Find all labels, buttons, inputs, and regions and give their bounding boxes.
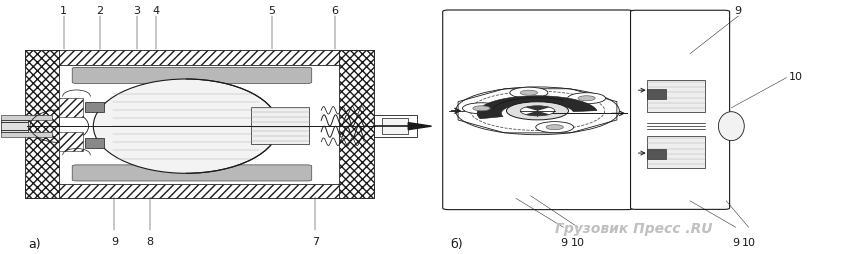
Bar xyxy=(339,51,374,199)
Bar xyxy=(1,121,28,132)
Bar xyxy=(85,102,104,112)
Polygon shape xyxy=(477,96,597,119)
Text: Грузовик Пресс .RU: Грузовик Пресс .RU xyxy=(555,221,713,235)
Text: 10: 10 xyxy=(571,237,585,247)
Circle shape xyxy=(473,106,490,112)
Text: 5: 5 xyxy=(268,6,275,16)
Text: 6: 6 xyxy=(331,6,338,16)
Text: 3: 3 xyxy=(133,6,141,16)
Text: 8: 8 xyxy=(146,236,154,246)
Bar xyxy=(382,118,408,135)
Bar xyxy=(60,65,339,184)
Bar xyxy=(25,51,60,199)
Bar xyxy=(25,184,374,199)
Text: 10: 10 xyxy=(789,72,803,82)
Bar xyxy=(25,51,374,65)
Bar xyxy=(647,81,705,112)
Circle shape xyxy=(520,106,555,116)
Ellipse shape xyxy=(93,80,279,174)
Bar xyxy=(60,98,84,117)
Bar xyxy=(374,115,417,138)
FancyBboxPatch shape xyxy=(72,68,312,84)
Circle shape xyxy=(578,96,595,101)
Wedge shape xyxy=(526,106,550,112)
Circle shape xyxy=(507,102,569,120)
Text: 9: 9 xyxy=(732,237,740,247)
Text: 9: 9 xyxy=(110,236,118,246)
Text: 7: 7 xyxy=(312,236,318,246)
Text: 9: 9 xyxy=(734,6,742,16)
Bar xyxy=(1,132,53,138)
Circle shape xyxy=(520,91,538,96)
Text: 2: 2 xyxy=(96,6,104,16)
Text: 10: 10 xyxy=(741,237,756,247)
Circle shape xyxy=(510,88,548,99)
Bar xyxy=(1,115,53,121)
Polygon shape xyxy=(458,89,617,133)
Bar xyxy=(250,107,309,145)
Polygon shape xyxy=(408,123,432,130)
Bar xyxy=(647,149,666,159)
FancyBboxPatch shape xyxy=(72,165,312,181)
Text: а): а) xyxy=(28,237,41,250)
FancyBboxPatch shape xyxy=(631,11,729,210)
Circle shape xyxy=(546,125,564,130)
Circle shape xyxy=(568,93,606,104)
Wedge shape xyxy=(526,112,550,116)
Bar xyxy=(647,90,666,100)
Circle shape xyxy=(536,122,574,133)
Bar xyxy=(60,132,84,151)
Text: 1: 1 xyxy=(60,6,67,16)
Text: 9: 9 xyxy=(560,237,567,247)
Bar xyxy=(647,137,705,168)
FancyBboxPatch shape xyxy=(443,11,633,210)
Text: 4: 4 xyxy=(152,6,160,16)
Circle shape xyxy=(463,103,501,114)
Bar xyxy=(85,138,104,148)
Ellipse shape xyxy=(718,112,744,141)
Text: б): б) xyxy=(450,237,463,250)
